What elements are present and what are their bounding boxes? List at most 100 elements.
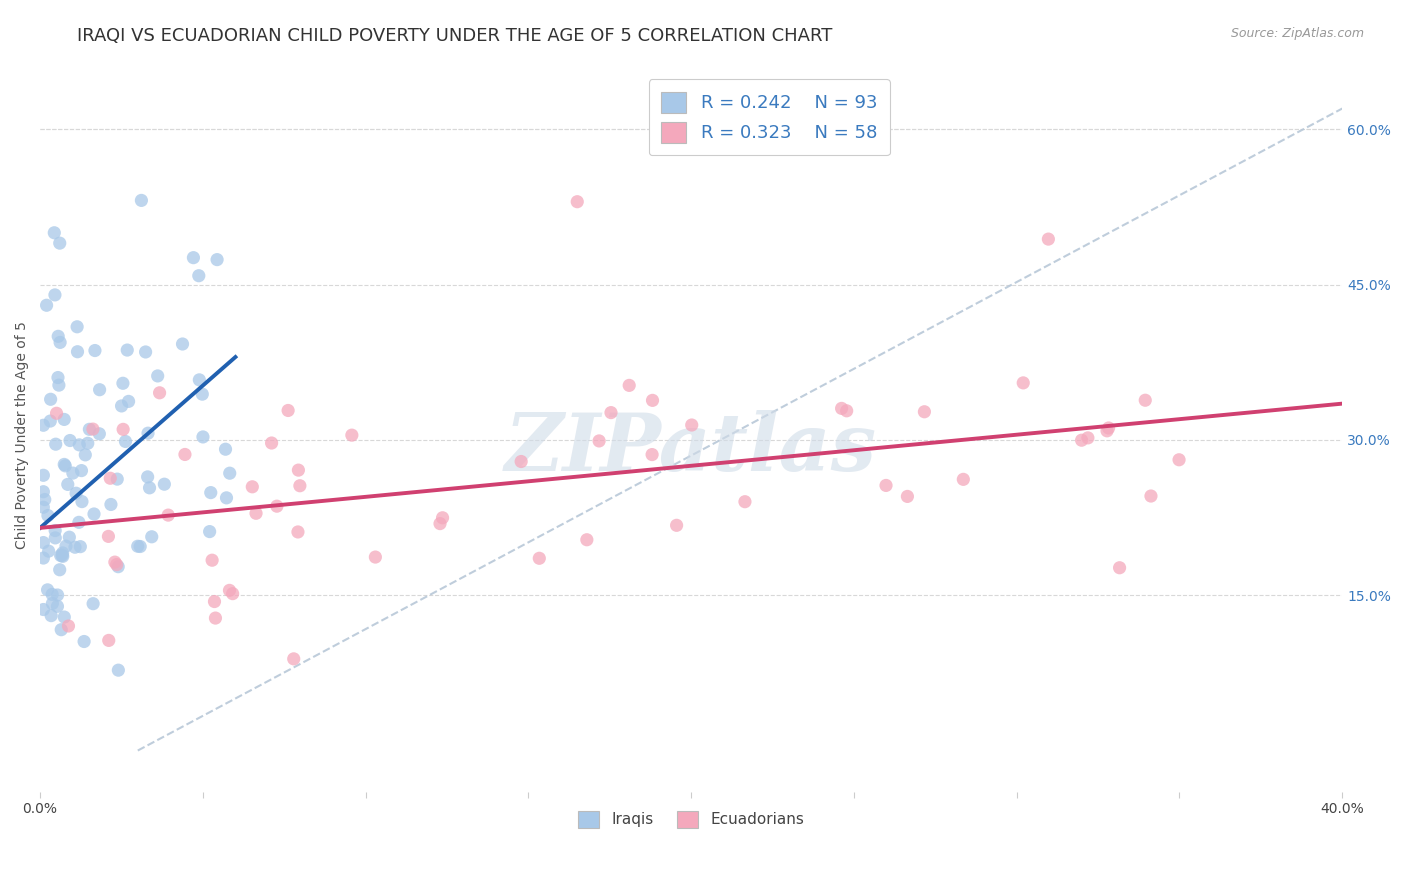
Point	[157, 508, 180, 522]
Point	[32, 551, 55, 566]
Point	[89, 383, 111, 397]
Point	[97, 529, 120, 543]
Point	[38, 544, 60, 558]
Point	[62, 466, 84, 480]
Point	[89, 426, 111, 441]
Point	[136, 470, 159, 484]
Point	[32, 468, 55, 483]
Point	[831, 401, 853, 416]
Point	[70, 464, 93, 478]
Point	[952, 472, 974, 486]
Point	[53, 610, 76, 624]
Point	[105, 472, 128, 486]
Point	[1077, 431, 1099, 445]
Point	[153, 477, 176, 491]
Point	[114, 434, 136, 449]
Point	[200, 485, 222, 500]
Point	[429, 516, 451, 531]
Point	[53, 458, 76, 473]
Point	[48, 563, 70, 577]
Point	[174, 447, 197, 461]
Point	[34, 492, 56, 507]
Point	[215, 491, 238, 505]
Point	[187, 268, 209, 283]
Point	[84, 343, 107, 358]
Point	[218, 583, 240, 598]
Point	[104, 555, 127, 569]
Point	[287, 463, 309, 477]
Point	[183, 251, 205, 265]
Point	[245, 506, 267, 520]
Point	[641, 448, 664, 462]
Point	[1012, 376, 1035, 390]
Point	[41, 587, 63, 601]
Point	[131, 194, 153, 208]
Point	[35, 298, 58, 312]
Point	[117, 343, 139, 357]
Point	[1095, 424, 1118, 438]
Point	[79, 422, 101, 436]
Point	[588, 434, 610, 448]
Point	[39, 414, 62, 428]
Point	[288, 479, 311, 493]
Point	[204, 611, 226, 625]
Point	[364, 550, 387, 565]
Point	[75, 448, 97, 462]
Point	[69, 540, 91, 554]
Point	[49, 549, 72, 563]
Point	[1135, 393, 1157, 408]
Point	[100, 498, 122, 512]
Point	[70, 494, 93, 508]
Point	[600, 406, 623, 420]
Point	[1108, 560, 1130, 574]
Point	[136, 426, 159, 441]
Point	[58, 530, 80, 544]
Point	[44, 531, 66, 545]
Point	[39, 608, 62, 623]
Point	[45, 437, 67, 451]
Legend: Iraqis, Ecuadorians: Iraqis, Ecuadorians	[572, 805, 810, 834]
Point	[112, 422, 135, 436]
Point	[59, 434, 82, 448]
Point	[1038, 232, 1060, 246]
Point	[567, 194, 589, 209]
Point	[49, 335, 72, 350]
Y-axis label: Child Poverty Under the Age of 5: Child Poverty Under the Age of 5	[15, 321, 30, 549]
Point	[283, 652, 305, 666]
Point	[32, 602, 55, 616]
Point	[107, 559, 129, 574]
Point	[46, 588, 69, 602]
Point	[32, 535, 55, 549]
Text: Source: ZipAtlas.com: Source: ZipAtlas.com	[1230, 27, 1364, 40]
Point	[146, 368, 169, 383]
Point	[201, 553, 224, 567]
Point	[510, 454, 533, 468]
Point	[204, 594, 226, 608]
Point	[98, 471, 121, 485]
Point	[529, 551, 551, 566]
Point	[127, 539, 149, 553]
Point	[665, 518, 688, 533]
Point	[39, 392, 62, 407]
Point	[875, 478, 897, 492]
Point	[896, 490, 918, 504]
Point	[1168, 452, 1191, 467]
Point	[575, 533, 598, 547]
Point	[46, 599, 69, 614]
Point	[53, 412, 76, 426]
Point	[32, 484, 55, 499]
Point	[97, 633, 120, 648]
Point	[67, 516, 90, 530]
Point	[37, 582, 59, 597]
Point	[129, 540, 152, 554]
Point	[51, 623, 73, 637]
Point	[111, 376, 134, 391]
Point	[56, 477, 79, 491]
Point	[45, 406, 67, 420]
Point	[218, 466, 240, 480]
Point	[46, 370, 69, 384]
Point	[205, 252, 228, 267]
Point	[44, 524, 66, 538]
Point	[1070, 434, 1092, 448]
Point	[172, 337, 194, 351]
